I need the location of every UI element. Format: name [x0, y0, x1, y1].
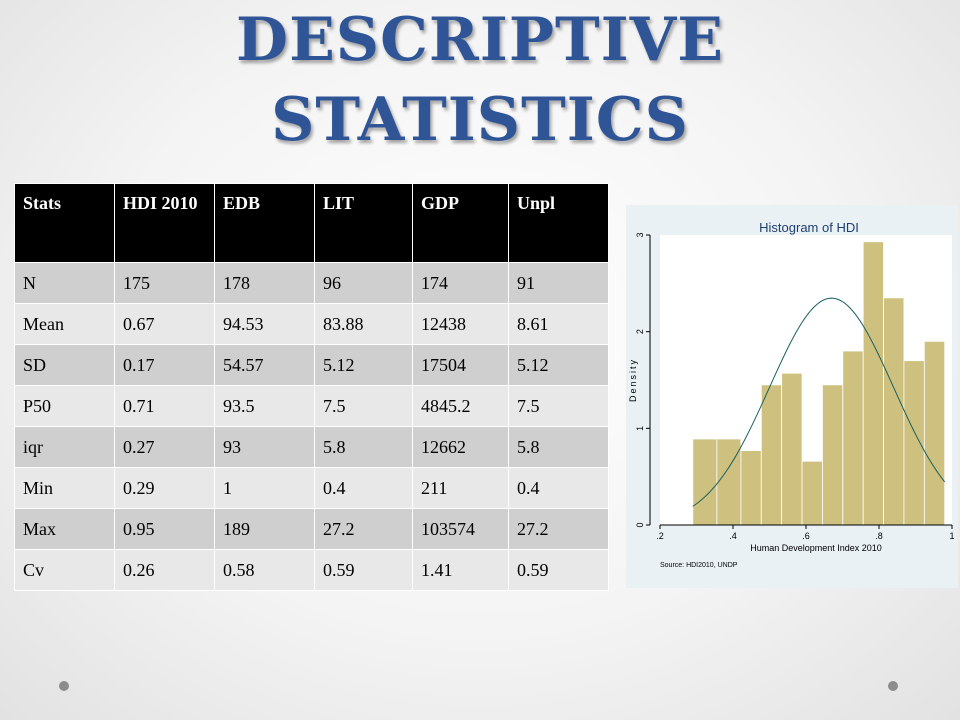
- table-cell: 5.12: [314, 344, 413, 386]
- histogram-svg: Histogram of HDI .2 .4 .6 .8 1 0 1 2 3 Density H…: [626, 205, 958, 588]
- table-cell: 12438: [412, 303, 509, 345]
- slide-title-line2: STATISTICS: [271, 85, 689, 155]
- table-cell: 5.12: [508, 344, 609, 386]
- histogram-bar: [781, 372, 803, 526]
- table-cell: 7.5: [314, 385, 413, 427]
- table-cell: 17504: [412, 344, 509, 386]
- table-row: N 175 178 96 174 91: [14, 262, 609, 304]
- header-stats: Stats: [14, 183, 115, 263]
- y-tick-label: 0: [635, 522, 645, 527]
- table-row: P50 0.71 93.5 7.5 4845.2 7.5: [14, 385, 609, 427]
- table-row: Mean 0.67 94.53 83.88 12438 8.61: [14, 303, 609, 345]
- table-cell: 8.61: [508, 303, 609, 345]
- table-cell: 0.29: [114, 467, 215, 509]
- y-axis-label: Density: [628, 358, 638, 402]
- histogram-bar: [801, 460, 823, 526]
- table-cell: SD: [14, 344, 115, 386]
- header-hdi: HDI 2010: [114, 183, 215, 263]
- y-tick-label: 3: [635, 232, 645, 237]
- table-cell: 0.59: [508, 549, 609, 591]
- table-cell: 1: [214, 467, 315, 509]
- slide-title-line1: DESCRIPTIVE: [236, 5, 724, 75]
- table-cell: 83.88: [314, 303, 413, 345]
- histogram-bar: [923, 340, 946, 526]
- table-cell: Mean: [14, 303, 115, 345]
- table-row: Cv 0.26 0.58 0.59 1.41 0.59: [14, 549, 609, 591]
- table-cell: 0.58: [214, 549, 315, 591]
- table-cell: Cv: [14, 549, 115, 591]
- histogram-bar: [883, 297, 905, 526]
- table-cell: 0.26: [114, 549, 215, 591]
- table-cell: 12662: [412, 426, 509, 468]
- y-tick-label: 2: [635, 329, 645, 334]
- histogram-bar: [903, 360, 925, 526]
- table-cell: 27.2: [508, 508, 609, 550]
- source-note: Source: HDI2010, UNDP: [660, 562, 738, 569]
- header-gdp: GDP: [412, 183, 509, 263]
- table-cell: 175: [114, 262, 215, 304]
- table-cell: 94.53: [214, 303, 315, 345]
- table-cell: 0.4: [508, 467, 609, 509]
- histogram-bar: [862, 241, 884, 526]
- table-row: iqr 0.27 93 5.8 12662 5.8: [14, 426, 609, 468]
- table-cell: 93: [214, 426, 315, 468]
- table-cell: 0.59: [314, 549, 413, 591]
- table-cell: iqr: [14, 426, 115, 468]
- table-cell: 0.17: [114, 344, 215, 386]
- histogram-title: Histogram of HDI: [759, 220, 859, 235]
- table-cell: 5.8: [314, 426, 413, 468]
- histogram-bar: [740, 450, 762, 526]
- table-cell: 0.4: [314, 467, 413, 509]
- x-tick-label: .8: [875, 531, 883, 541]
- stats-table: Stats HDI 2010 EDB LIT GDP Unpl N 175 17…: [14, 183, 609, 591]
- histogram-bar: [822, 384, 844, 526]
- table-cell: Max: [14, 508, 115, 550]
- slide-bullet-dot-right: [888, 681, 898, 691]
- table-cell: 96: [314, 262, 413, 304]
- header-edb: EDB: [214, 183, 315, 263]
- table-cell: 0.67: [114, 303, 215, 345]
- table-row: Max 0.95 189 27.2 103574 27.2: [14, 508, 609, 550]
- table-cell: N: [14, 262, 115, 304]
- x-tick-label: .4: [729, 531, 737, 541]
- table-cell: 0.95: [114, 508, 215, 550]
- table-cell: 54.57: [214, 344, 315, 386]
- table-row: SD 0.17 54.57 5.12 17504 5.12: [14, 344, 609, 386]
- table-cell: 0.71: [114, 385, 215, 427]
- table-cell: 178: [214, 262, 315, 304]
- table-cell: 7.5: [508, 385, 609, 427]
- x-axis-label: Human Development Index 2010: [750, 543, 882, 553]
- histogram-bar: [716, 438, 742, 526]
- table-cell: Min: [14, 467, 115, 509]
- table-cell: 0.27: [114, 426, 215, 468]
- x-tick-label: .2: [656, 531, 664, 541]
- slide-bullet-dot-left: [59, 681, 69, 691]
- table-cell: 189: [214, 508, 315, 550]
- header-lit: LIT: [314, 183, 413, 263]
- table-cell: 93.5: [214, 385, 315, 427]
- table-cell: 5.8: [508, 426, 609, 468]
- table-cell: 211: [412, 467, 509, 509]
- histogram-bar: [692, 438, 718, 526]
- hdi-histogram: Histogram of HDI .2 .4 .6 .8 1 0 1 2 3 Density H…: [626, 205, 958, 588]
- table-cell: 1.41: [412, 549, 509, 591]
- normal-density-curve: [692, 297, 946, 507]
- table-cell: P50: [14, 385, 115, 427]
- histogram-bar: [842, 350, 864, 526]
- x-tick-label: 1: [949, 531, 954, 541]
- y-tick-label: 1: [635, 426, 645, 431]
- table-cell: 4845.2: [412, 385, 509, 427]
- table-cell: 27.2: [314, 508, 413, 550]
- table-cell: 91: [508, 262, 609, 304]
- header-unpl: Unpl: [508, 183, 609, 263]
- table-cell: 174: [412, 262, 509, 304]
- table-header-row: Stats HDI 2010 EDB LIT GDP Unpl: [14, 183, 609, 263]
- table-row: Min 0.29 1 0.4 211 0.4: [14, 467, 609, 509]
- x-tick-label: .6: [802, 531, 810, 541]
- table-cell: 103574: [412, 508, 509, 550]
- histogram-bar: [760, 384, 783, 526]
